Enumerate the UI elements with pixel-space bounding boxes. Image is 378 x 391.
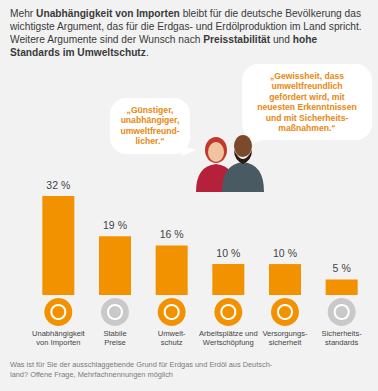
- html-text:Mehr Unabhängigkeit von Import: Mehr Unabhängigkeit von Importen bleibt …: [10, 8, 362, 58]
- svg-text:10 %: 10 %: [216, 247, 240, 259]
- svg-text:Arbeitsplätze und: Arbeitsplätze und: [199, 329, 258, 338]
- html-text:„Gewissheit, dass umweltfreund: „Gewissheit, dass umweltfreundlich geför…: [257, 71, 357, 133]
- svg-text:Versorgungs-: Versorgungs-: [262, 329, 308, 338]
- svg-text:Stabile: Stabile: [103, 329, 126, 338]
- html-text:Was ist für Sie der ausschlagg: Was ist für Sie der ausschlaggebende Gru…: [10, 360, 273, 379]
- svg-text:sicherheit: sicherheit: [269, 338, 302, 347]
- svg-text:schutz: schutz: [161, 338, 183, 347]
- html-text:„Günstiger, unabhängiger, umwe: „Günstiger, unabhängiger, umweltfreund- …: [120, 105, 180, 147]
- svg-text:standards: standards: [325, 338, 359, 347]
- svg-text:Preise: Preise: [104, 338, 126, 347]
- svg-text:Sicherheits-: Sicherheits-: [322, 329, 363, 338]
- svg-text:16 %: 16 %: [160, 228, 184, 240]
- svg-text:5 %: 5 %: [333, 262, 351, 274]
- svg-text:Wertschöpfung: Wertschöpfung: [203, 338, 254, 347]
- svg-text:32 %: 32 %: [46, 179, 70, 191]
- svg-text:19 %: 19 %: [103, 219, 127, 231]
- svg-text:10 %: 10 %: [273, 247, 297, 259]
- svg-text:Umwelt-: Umwelt-: [158, 329, 186, 338]
- svg-text:von Importen: von Importen: [36, 338, 80, 347]
- svg-text:Unabhängigkeit: Unabhängigkeit: [32, 329, 86, 338]
